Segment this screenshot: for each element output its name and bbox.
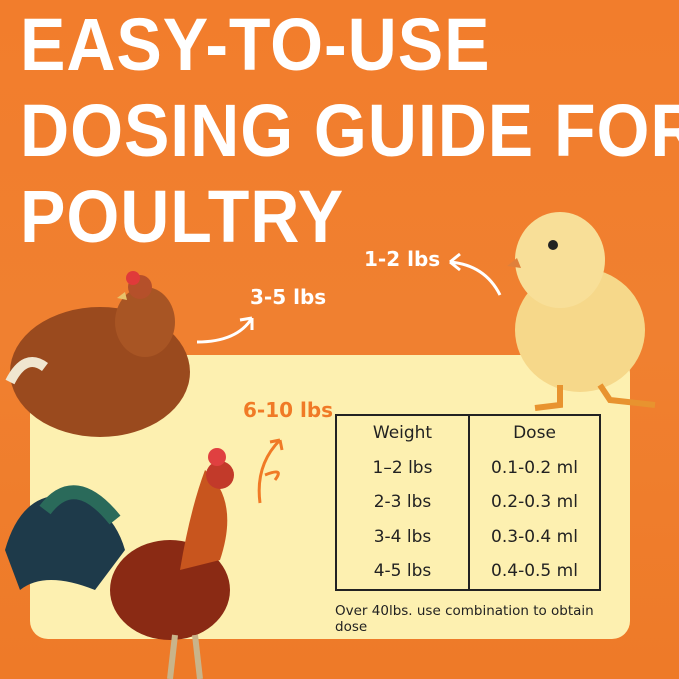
- arrow-icon: [196, 316, 254, 344]
- arrow-icon: [257, 438, 284, 504]
- dosing-note: Over 40lbs. use combination to obtain do…: [335, 603, 594, 635]
- table-row: 2-3 lbs 0.2-0.3 ml: [336, 485, 600, 520]
- chick-image: [507, 212, 656, 411]
- rooster-image: [5, 448, 234, 679]
- hen-weight-label: 3-5 lbs: [250, 285, 327, 309]
- rooster-weight-label: 6-10 lbs: [243, 398, 334, 422]
- table-row: 4-5 lbs 0.4-0.5 ml: [336, 554, 600, 590]
- page-title: EASY-TO-USE DOSING GUIDE FOR POULTRY: [20, 3, 679, 258]
- dosing-table: Weight Dose 1–2 lbs 0.1-0.2 ml 2-3 lbs 0.2-…: [335, 414, 601, 591]
- table-row: 1–2 lbs 0.1-0.2 ml: [336, 450, 600, 485]
- table-row: 3-4 lbs 0.3-0.4 ml: [336, 519, 600, 554]
- chick-weight-label: 1-2 lbs: [364, 247, 441, 271]
- arrow-icon: [449, 252, 502, 296]
- hen-image: [5, 271, 190, 437]
- table-header-row: Weight Dose: [336, 415, 600, 451]
